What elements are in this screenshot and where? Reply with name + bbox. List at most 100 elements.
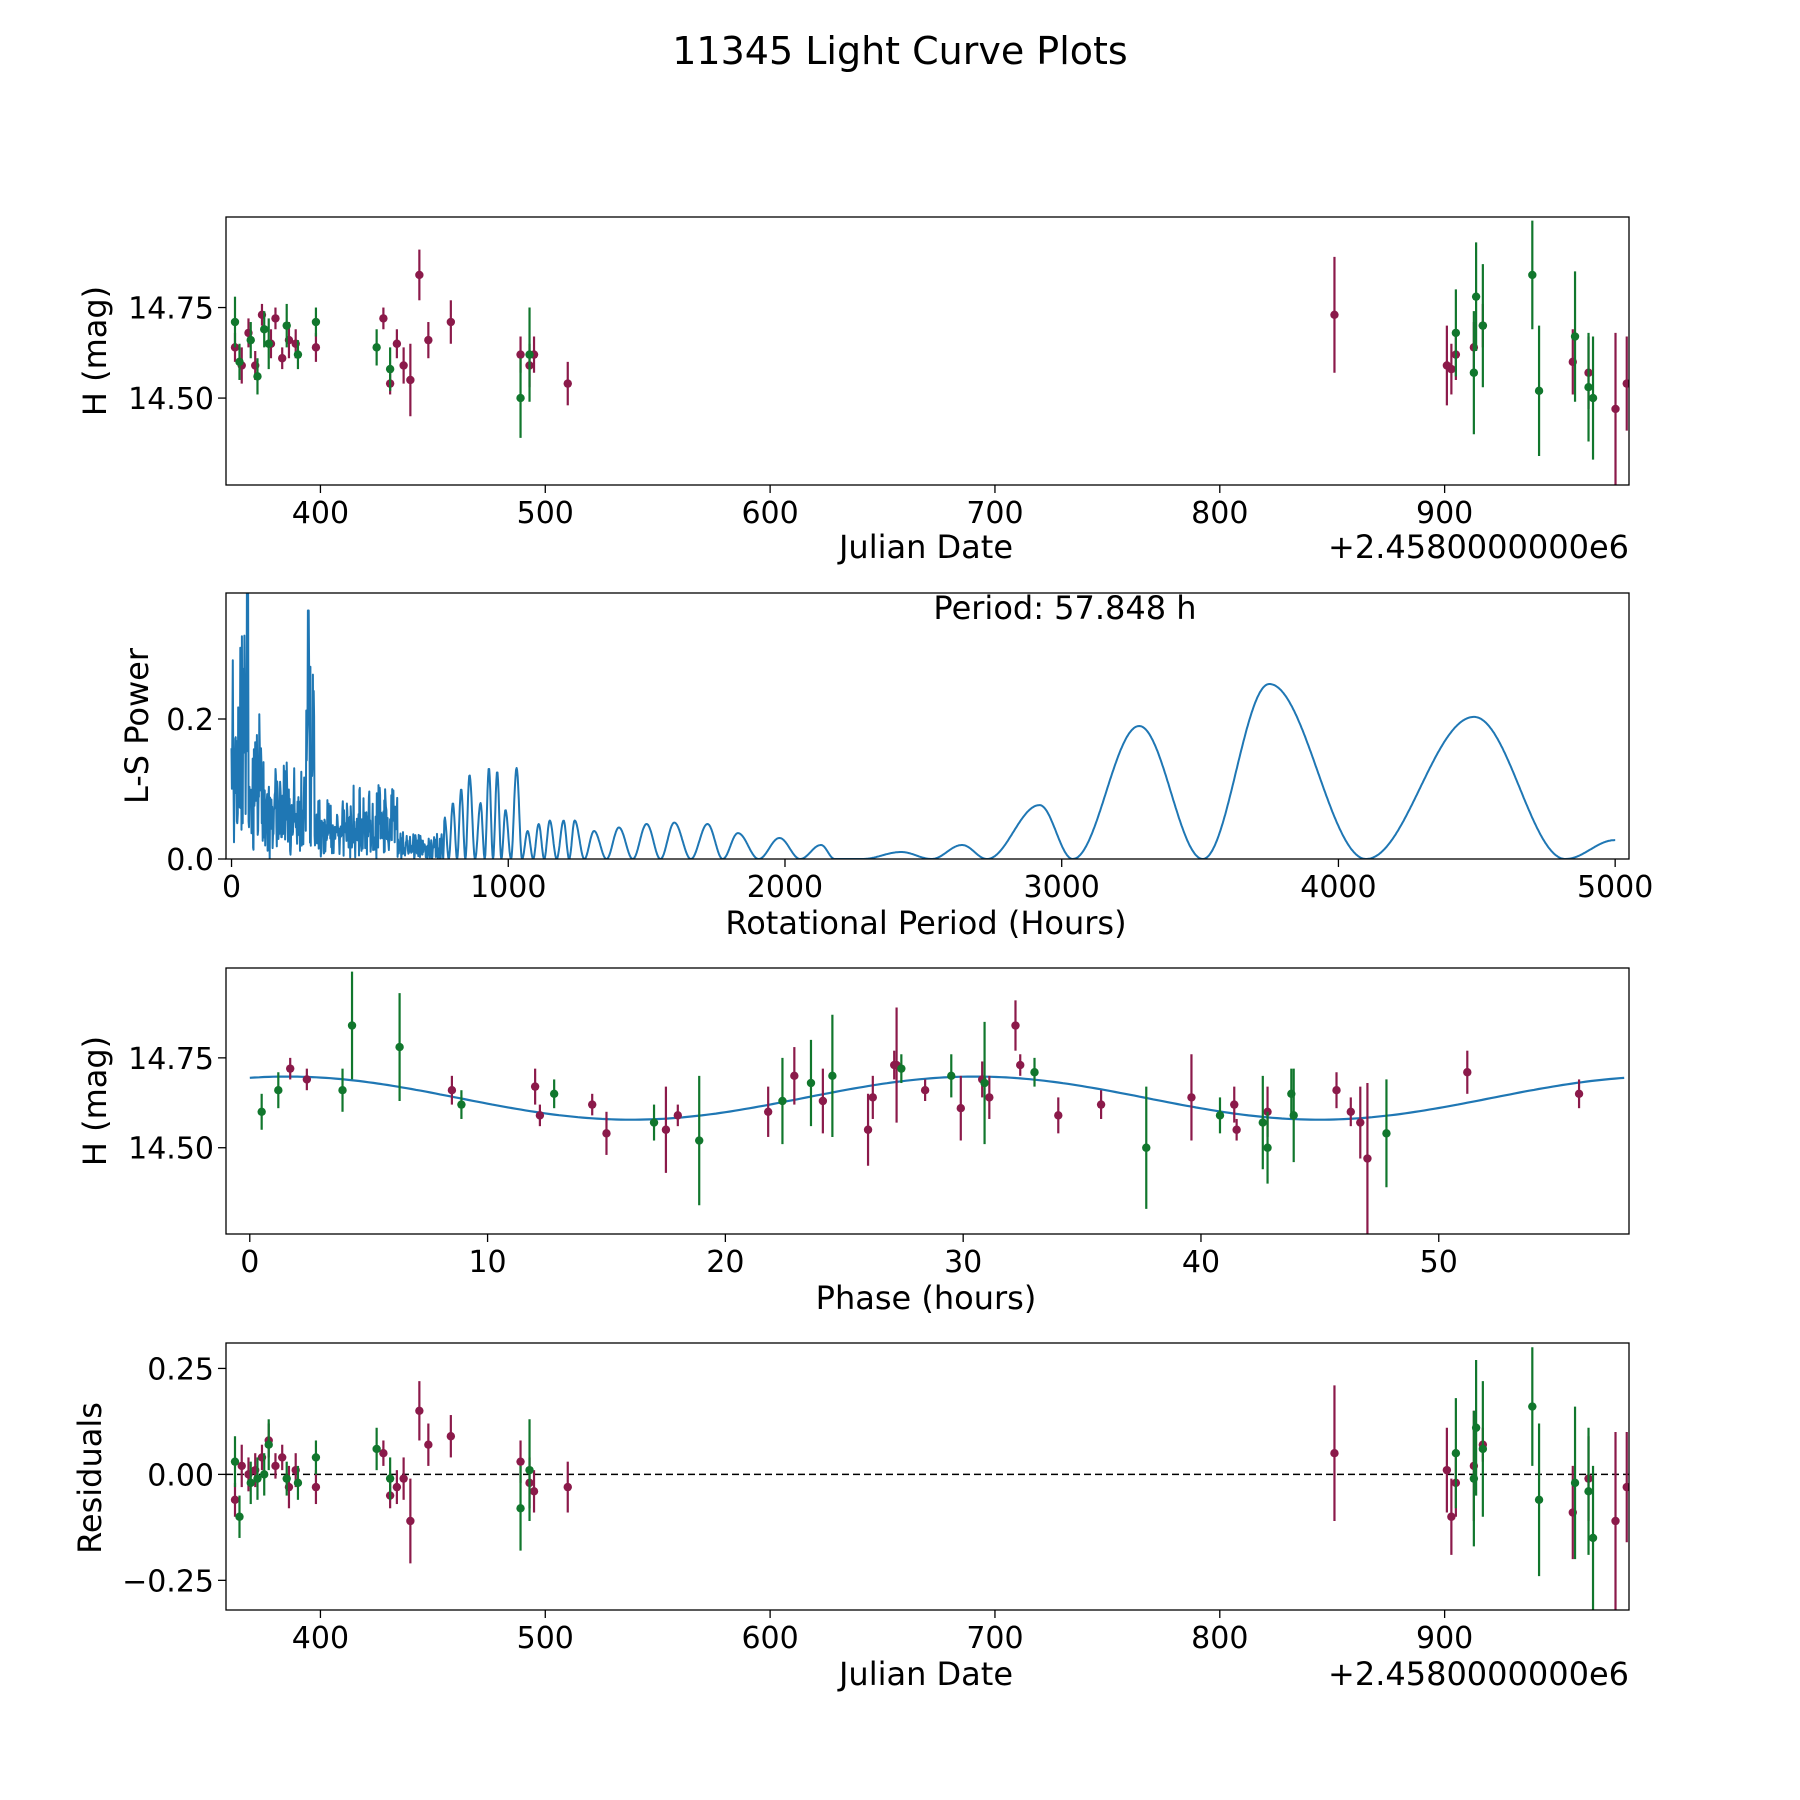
data-point [1451,1448,1461,1458]
xtick-label: 500 [517,1621,574,1656]
xtick-label: 800 [1191,1621,1248,1656]
residuals-xlabel: Julian Date [837,1655,1013,1693]
data-point [1332,1086,1341,1095]
data-point [516,1457,525,1466]
data-point [980,1078,989,1088]
data-point [230,317,240,327]
data-point [424,1440,433,1449]
ytick-label: 0.25 [147,1352,214,1387]
data-point [246,335,255,345]
data-point [415,270,424,280]
data-point [274,1086,283,1095]
data-point [1030,1068,1039,1077]
periodogram-line [230,593,1616,859]
ytick-label: 14.50 [128,382,214,417]
periodogram-ylabel: L-S Power [118,647,156,804]
data-point [529,1487,539,1496]
xtick-label: 900 [1416,496,1473,531]
data-point [1584,383,1593,392]
data-point [338,1086,347,1095]
data-point [293,350,303,359]
data-point [1382,1129,1391,1138]
data-point [1330,310,1339,319]
data-point [282,1474,291,1483]
lightcurve-axes-frame [225,216,1630,486]
ytick-label: 14.75 [128,1042,214,1077]
data-point [230,1457,240,1466]
data-point [347,1021,357,1030]
data-point [406,375,415,385]
residuals-axes-frame [225,1342,1630,1611]
data-point [1611,404,1620,414]
data-point [399,1474,408,1483]
ytick-label: −0.25 [122,1564,214,1599]
xtick-label: 1000 [470,870,546,905]
data-point [278,1453,287,1462]
xtick-label: 0 [222,870,241,905]
data-point [525,1465,534,1475]
data-point [1356,1118,1365,1127]
data-point [278,354,287,363]
data-point [1478,1444,1488,1454]
data-point [1588,1533,1598,1543]
data-point [563,379,572,388]
data-point [392,339,402,348]
figure-title: 11345 Light Curve Plots [672,29,1127,73]
data-point [235,1512,244,1521]
xtick-label: 800 [1191,496,1248,531]
xtick-label: 4000 [1300,870,1376,905]
data-point [530,1082,540,1091]
lightcurve-xlabel: Julian Date [837,528,1013,566]
phased-panel: 0 10 20 30 40 50 14.50 14.75 Phase (hours) H (m… [76,967,1630,1317]
data-point [1570,1478,1580,1488]
data-point [1142,1143,1151,1152]
data-point [1622,379,1629,388]
data-point [1588,393,1598,403]
data-point [264,339,273,348]
data-point [271,314,280,323]
series-filter_c [257,971,1391,1209]
xtick-label: 30 [944,1245,982,1280]
data-point [1011,1021,1020,1030]
data-point [563,1482,572,1492]
data-point [1232,1125,1241,1134]
data-point [649,1118,659,1127]
data-point [863,1125,873,1134]
data-point [1471,1423,1481,1432]
data-point [516,350,525,359]
data-point [1258,1118,1267,1127]
data-point [372,1444,381,1454]
xtick-label: 400 [292,1621,349,1656]
data-point [311,1482,321,1492]
data-point [1363,1154,1372,1163]
data-point [395,1042,404,1052]
ytick-label: 14.50 [128,1132,214,1167]
data-point [415,1406,424,1416]
data-point [406,1516,415,1526]
data-point [1263,1143,1272,1152]
data-point [1346,1107,1355,1116]
xtick-label: 700 [966,496,1023,531]
data-point [1096,1100,1106,1109]
data-point [1478,321,1488,330]
data-point [311,343,321,352]
lightcurve-panel: 400 500 600 700 800 900 14.50 14.75 Julian Date… [76,216,1630,566]
data-point [920,1086,930,1095]
data-point [1215,1111,1225,1120]
data-point [1469,368,1479,377]
data-point [1230,1100,1239,1109]
data-point [253,1474,262,1483]
data-point [535,1111,545,1120]
residuals-ylabel: Residuals [71,1402,109,1554]
data-point [516,393,525,403]
data-point [1534,1495,1544,1505]
data-point [828,1071,837,1081]
data-point [947,1071,956,1081]
data-point [1442,1465,1452,1475]
data-point [385,1474,395,1483]
periodogram-axes-frame [225,592,1630,860]
xtick-label: 10 [468,1245,506,1280]
phased-axes-frame [225,967,1630,1235]
phased-ylabel: H (mag) [76,1036,114,1166]
